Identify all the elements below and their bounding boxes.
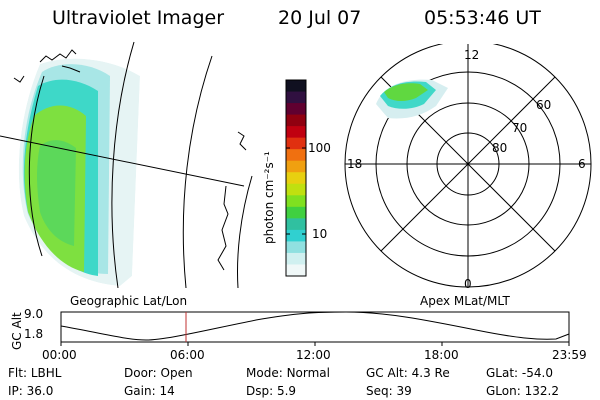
mlt-label-0: 0 <box>464 277 472 291</box>
colorbar-cell <box>286 80 306 93</box>
lat-lon-grid <box>0 41 253 288</box>
colorbar-cell <box>286 252 306 265</box>
field-value: -54.0 <box>521 366 553 380</box>
timeline-xtick-2359: 23:59 <box>552 348 587 362</box>
mlt-label-12: 12 <box>464 48 480 62</box>
field-value: LBHL <box>30 366 62 380</box>
field-value: 132.2 <box>524 384 559 398</box>
colorbar-cell <box>286 241 306 254</box>
colorbar-cell <box>286 172 306 185</box>
field-value: 14 <box>159 384 175 398</box>
coastline <box>13 49 247 271</box>
colorbar-cell <box>286 137 306 150</box>
colorbar-cell <box>286 183 306 196</box>
colorbar-cell <box>286 229 306 242</box>
field-label: Gain: <box>124 384 156 398</box>
uv-emission-region <box>18 58 140 287</box>
altitude-curve <box>60 311 570 341</box>
geo-panel-title: Geographic Lat/Lon <box>70 294 188 308</box>
field-label: Flt: <box>8 366 27 380</box>
field-glat: GLat: -54.0 <box>486 366 553 380</box>
field-door: Door: Open <box>124 366 193 380</box>
timeline-ylabel: GC Alt <box>10 312 24 350</box>
colorbar-cell <box>286 218 306 231</box>
field-label: GLat: <box>486 366 519 380</box>
mlat-ring-label-60: 60 <box>536 98 552 112</box>
field-mode: Mode: Normal <box>246 366 330 380</box>
colorbar-cell <box>286 195 306 208</box>
colorbar-cell <box>286 264 306 277</box>
field-label: IP: <box>8 384 23 398</box>
apex-panel-title: Apex MLat/MLT <box>420 294 510 308</box>
mlt-label-6: 6 <box>578 157 586 171</box>
colorbar-cell <box>286 103 306 116</box>
timeline-xtick-0600: 06:00 <box>170 348 205 362</box>
field-label: Dsp: <box>246 384 274 398</box>
colorbar-cell <box>286 126 306 139</box>
app-title: Ultraviolet Imager <box>52 7 225 29</box>
field-gc-alt: GC Alt: 4.3 Re <box>366 366 450 380</box>
field-ip: IP: 36.0 <box>8 384 53 398</box>
timeline-ytick-9: 9.0 <box>24 307 44 321</box>
mlat-ring-label-70: 70 <box>512 121 528 135</box>
timeline-xtick-1200: 12:00 <box>296 348 331 362</box>
field-dsp: Dsp: 5.9 <box>246 384 296 398</box>
field-value: Normal <box>286 366 330 380</box>
field-value: 5.9 <box>276 384 297 398</box>
field-label: Door: <box>124 366 157 380</box>
polar-plot <box>344 44 592 288</box>
mlat-ring-label-80: 80 <box>492 141 508 155</box>
field-label: GLon: <box>486 384 521 398</box>
field-value: 4.3 Re <box>411 366 450 380</box>
altitude-timeline <box>60 311 570 346</box>
field-flt: Flt: LBHL <box>8 366 61 380</box>
field-label: GC Alt: <box>366 366 408 380</box>
colorbar-cell <box>286 149 306 162</box>
timeline-xtick-1800: 18:00 <box>424 348 459 362</box>
timeline-ytick-1.8: 1.8 <box>24 327 44 341</box>
colorbar-cell <box>286 114 306 127</box>
colorbar-tick-10: 10 <box>312 227 328 241</box>
colorbar-cell <box>286 160 306 173</box>
field-value: 36.0 <box>26 384 54 398</box>
colorbar-cell <box>286 91 306 104</box>
colorbar-units: photon cm⁻²s⁻¹ <box>262 151 276 244</box>
date-display: 20 Jul 07 <box>278 7 362 29</box>
geographic-map <box>0 41 253 288</box>
field-glon: GLon: 132.2 <box>486 384 559 398</box>
mlt-label-18: 18 <box>347 157 363 171</box>
timeline-xtick-0000: 00:00 <box>42 348 77 362</box>
colorbar-tick-100: 100 <box>308 141 331 155</box>
field-gain: Gain: 14 <box>124 384 175 398</box>
colorbar-frame <box>285 79 307 277</box>
field-seq: Seq: 39 <box>366 384 412 398</box>
colorbar-cell <box>286 206 306 219</box>
polar-emission <box>376 79 448 119</box>
field-label: Seq: <box>366 384 393 398</box>
colorbar <box>285 79 307 277</box>
field-value: 39 <box>396 384 412 398</box>
field-value: Open <box>160 366 193 380</box>
field-label: Mode: <box>246 366 283 380</box>
time-display: 05:53:46 UT <box>424 7 541 29</box>
